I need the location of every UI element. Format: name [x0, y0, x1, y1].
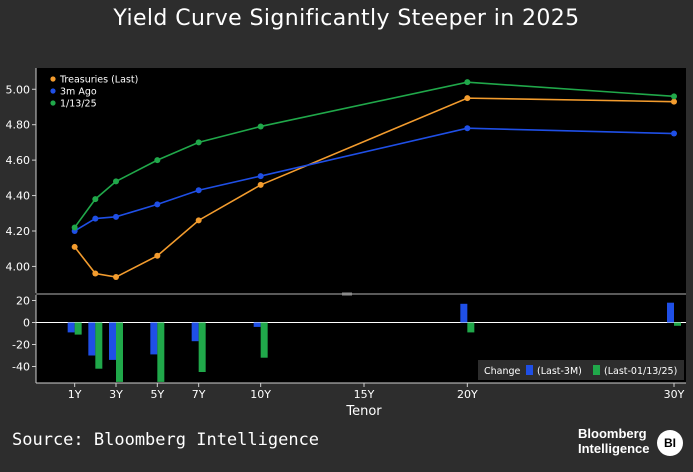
- y-tick-label: 5.00: [6, 83, 31, 96]
- bar-legend-label: (Last-3M): [537, 366, 582, 377]
- series-point: [71, 224, 78, 231]
- series-point: [195, 217, 202, 224]
- series-point: [464, 125, 471, 132]
- bar-y-tick-label: -40: [12, 361, 30, 374]
- x-tick-label: 1Y: [68, 388, 82, 401]
- x-tick-label: 5Y: [150, 388, 164, 401]
- source-note: Source: Bloomberg Intelligence: [12, 430, 320, 450]
- legend-label: 3m Ago: [60, 87, 97, 98]
- bar-legend-label: (Last-01/13/25): [604, 366, 677, 377]
- legend-label: Treasuries (Last): [59, 75, 138, 86]
- series-point: [464, 79, 471, 86]
- series-point: [257, 173, 264, 180]
- series-point: [71, 243, 78, 250]
- series-point: [671, 93, 677, 100]
- x-axis-label: Tenor: [345, 404, 382, 419]
- series-point: [154, 252, 161, 259]
- legend-marker: [50, 100, 56, 106]
- change-bar: [74, 322, 82, 335]
- series-point: [257, 123, 264, 130]
- bar-y-tick-label: 0: [23, 317, 30, 330]
- brand-logo: Bloomberg Intelligence: [578, 426, 650, 456]
- series-point: [113, 178, 119, 185]
- bar-legend-marker: [593, 365, 600, 375]
- y-tick-label: 4.80: [6, 119, 31, 132]
- legend-marker: [50, 88, 56, 94]
- series-point: [113, 213, 119, 220]
- legend-label: 1/13/25: [60, 99, 97, 110]
- series-point: [464, 95, 471, 102]
- x-tick-label: 3Y: [109, 388, 123, 401]
- brand-line-1: Bloomberg: [578, 426, 647, 441]
- change-bar: [116, 322, 123, 382]
- change-bar: [67, 322, 75, 333]
- change-bar: [157, 322, 165, 382]
- series-point: [671, 130, 677, 137]
- y-tick-label: 4.60: [6, 154, 31, 167]
- series-point: [154, 157, 161, 164]
- legend-marker: [50, 76, 56, 82]
- change-bar: [109, 322, 116, 360]
- y-tick-label: 4.40: [6, 190, 31, 203]
- bar-y-tick-label: 20: [16, 295, 30, 308]
- series-point: [671, 98, 677, 105]
- brand-line-2: Intelligence: [578, 441, 650, 456]
- change-bar: [191, 322, 199, 342]
- change-bar: [198, 322, 206, 372]
- series-point: [113, 274, 119, 281]
- change-bar: [150, 322, 158, 355]
- series-point: [195, 139, 202, 146]
- panel-resize-handle: [342, 292, 352, 296]
- x-tick-label: 7Y: [192, 388, 206, 401]
- series-line: [74, 81, 675, 228]
- bar-legend-title: Change: [484, 366, 521, 377]
- series-point: [92, 270, 99, 277]
- series-line: [74, 127, 675, 232]
- change-bar: [95, 322, 103, 369]
- line-panel-bg: [36, 68, 686, 293]
- series-point: [195, 187, 202, 194]
- chart-title: Yield Curve Significantly Steeper in 202…: [113, 6, 580, 31]
- series-point: [154, 201, 161, 208]
- title-bar: Yield Curve Significantly Steeper in 202…: [0, 0, 693, 53]
- series-point: [257, 181, 264, 188]
- x-tick-label: 15Y: [354, 388, 375, 401]
- change-bar: [674, 322, 681, 326]
- bi-badge-icon: BI: [657, 430, 683, 456]
- series-point: [92, 196, 99, 203]
- series-line: [74, 97, 675, 278]
- change-bar: [460, 303, 468, 323]
- x-tick-label: 20Y: [457, 388, 478, 401]
- x-tick-label: 10Y: [250, 388, 271, 401]
- bar-legend-marker: [526, 365, 533, 375]
- y-tick-label: 4.20: [6, 225, 31, 238]
- change-bar: [253, 322, 261, 327]
- change-bar: [88, 322, 96, 356]
- change-bar: [260, 322, 268, 358]
- bar-y-tick-label: -20: [12, 339, 30, 352]
- change-bar: [667, 302, 674, 323]
- series-point: [92, 215, 99, 222]
- y-tick-label: 4.00: [6, 260, 31, 273]
- chart-area: 4.00 4.20 4.40 4.60 4.80 5.00 20 0 -20 -40 Treasur…: [0, 53, 693, 423]
- x-tick-label: 30Y: [664, 388, 685, 401]
- yield-curve-chart: 4.00 4.20 4.40 4.60 4.80 5.00 20 0 -20 -40 Treasur…: [6, 68, 686, 419]
- change-bar: [467, 322, 475, 333]
